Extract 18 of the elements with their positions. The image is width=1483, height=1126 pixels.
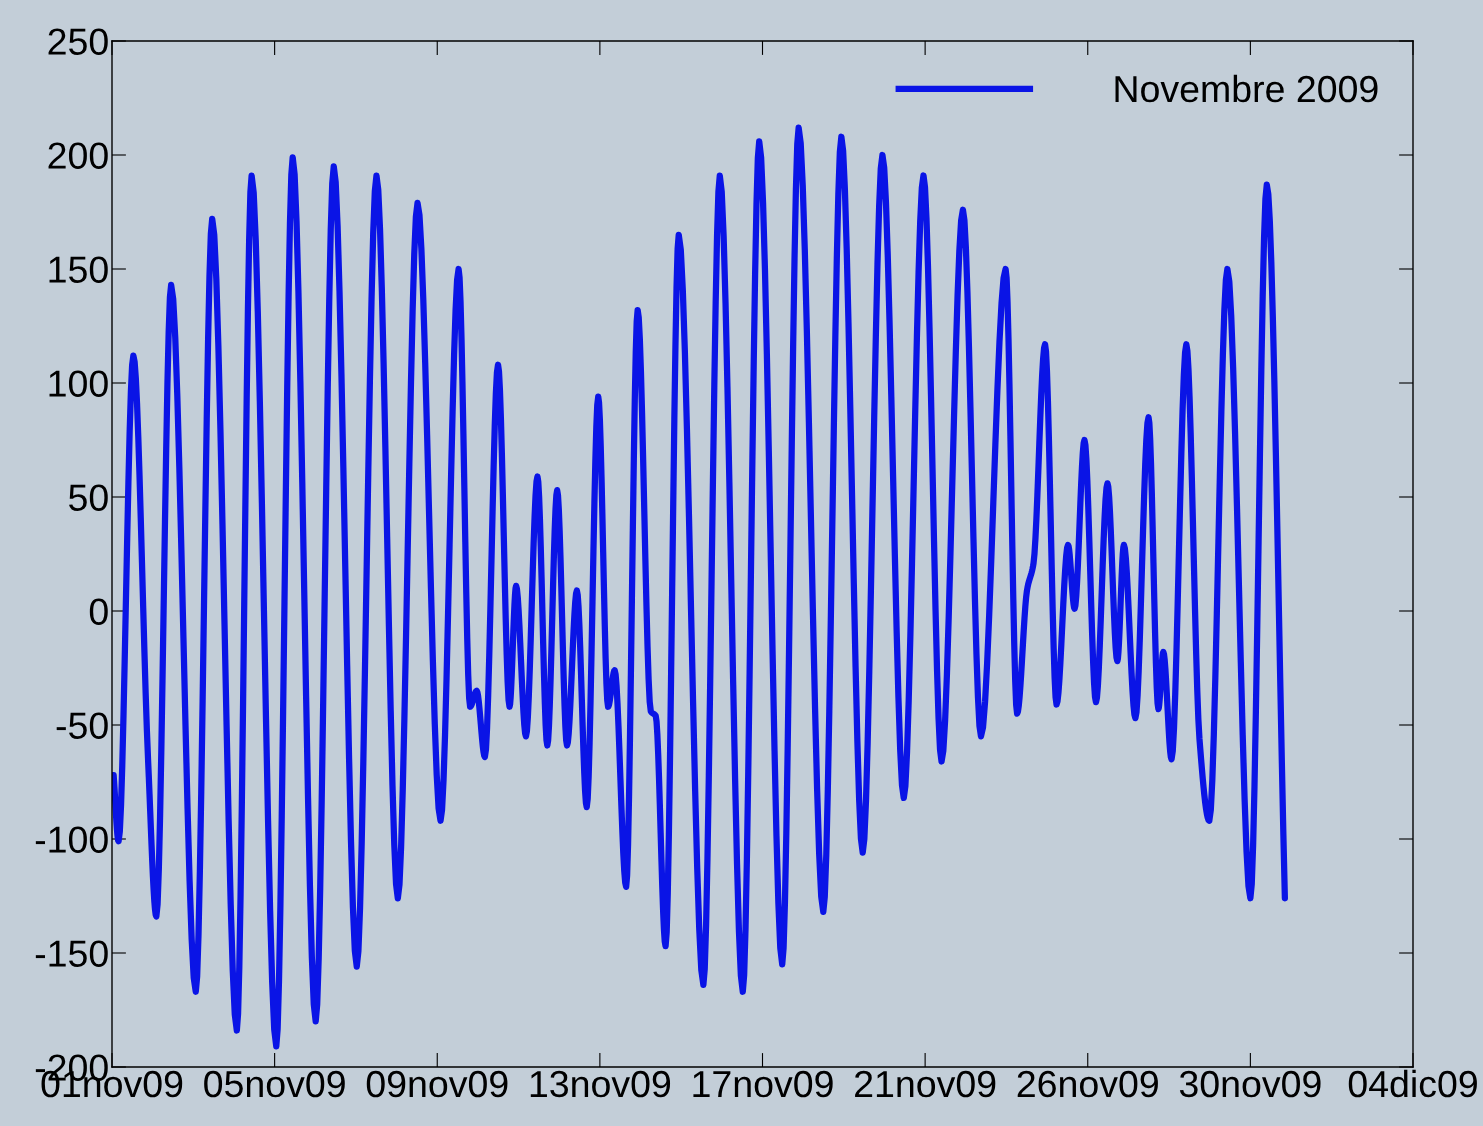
x-tick-label: 04dic09 (1348, 1069, 1477, 1098)
y-tick-label: 50 (69, 484, 108, 511)
x-tick-label: 26nov09 (1017, 1070, 1158, 1098)
x-tick-label: 21nov09 (855, 1070, 996, 1098)
y-tick-label: 250 (48, 28, 108, 55)
y-tick-label: -150 (35, 940, 108, 967)
x-tick-label: 09nov09 (366, 1070, 508, 1098)
y-tick-label: -50 (56, 712, 108, 739)
legend-label: Novembre 2009 (1115, 74, 1378, 103)
y-tick-label: 0 (89, 598, 108, 625)
y-tick-label: 150 (49, 256, 108, 283)
y-tick-label: 200 (48, 142, 108, 169)
y-tick-label: 100 (49, 370, 108, 397)
y-tick-label: -100 (35, 826, 108, 853)
x-tick-label: 05nov09 (204, 1070, 345, 1098)
x-tick-label: 13nov09 (530, 1070, 671, 1098)
x-tick-label: 30nov09 (1179, 1070, 1321, 1098)
x-tick-label: 17nov09 (693, 1070, 833, 1098)
